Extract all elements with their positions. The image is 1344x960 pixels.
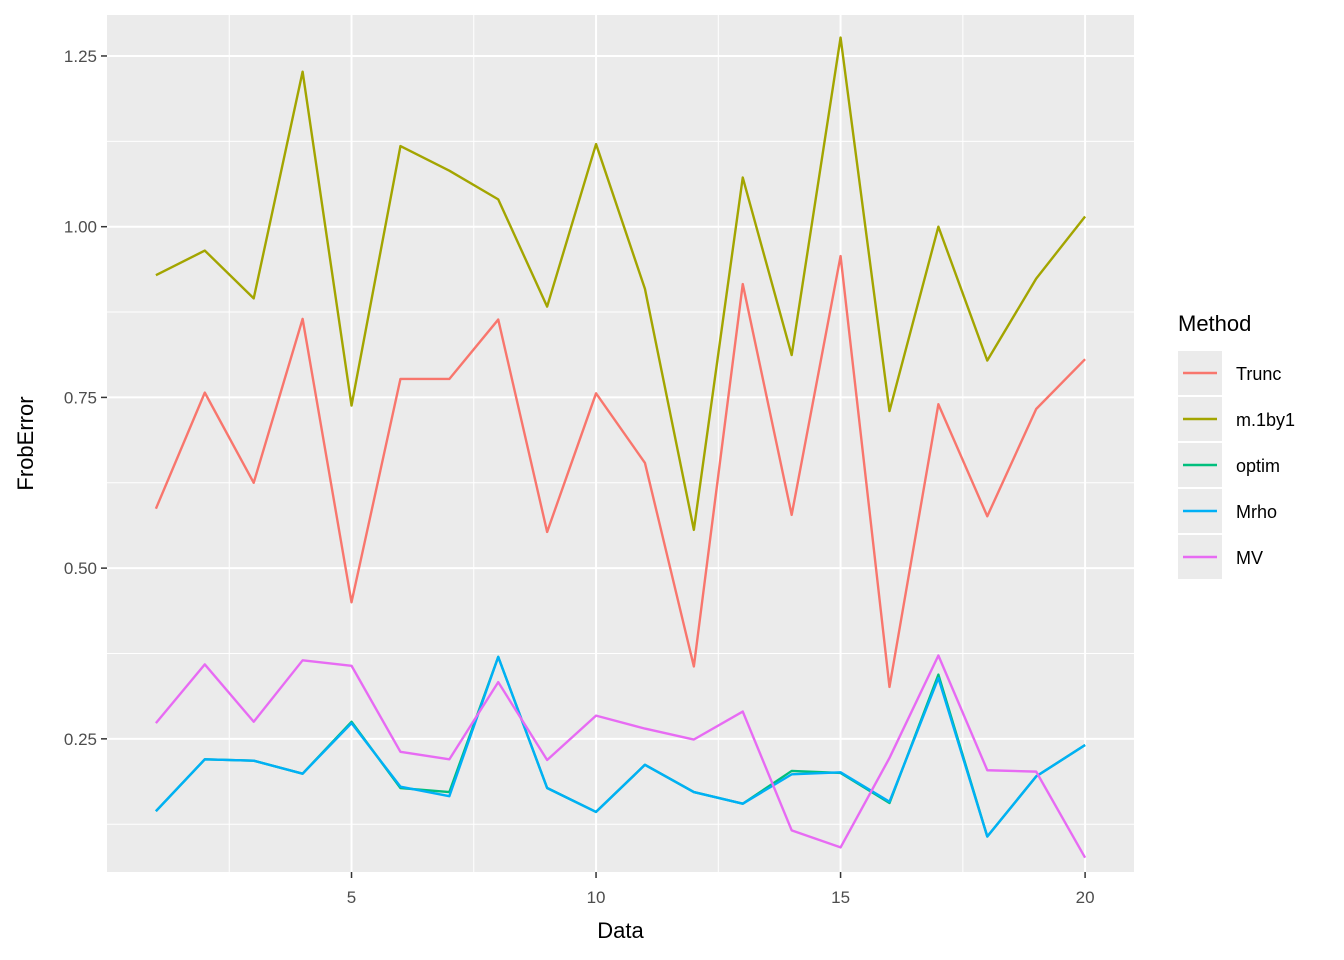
x-axis-title: Data	[597, 918, 644, 943]
legend-label-mv: MV	[1236, 548, 1263, 568]
legend-label-mrho: Mrho	[1236, 502, 1277, 522]
x-tick-label: 15	[831, 888, 850, 907]
legend: Method Trunc m.1by1 optim Mrho MV	[1178, 311, 1295, 579]
legend-label-m-1by1: m.1by1	[1236, 410, 1295, 430]
series-line-m-1by1	[155, 36, 1087, 532]
y-axis-title: FrobError	[13, 396, 38, 490]
y-tick-label: 1.25	[64, 47, 97, 66]
y-tick-label: 0.25	[64, 730, 97, 749]
x-tick-label: 20	[1076, 888, 1095, 907]
series-line-trunc	[154, 254, 1086, 689]
y-tick-label: 0.50	[64, 559, 97, 578]
y-tick-label: 1.00	[64, 218, 97, 237]
x-tick-label: 5	[347, 888, 356, 907]
y-tick-label: 0.75	[64, 388, 97, 407]
y-axis: 0.25 0.50 0.75 1.00 1.25	[64, 47, 107, 749]
series-line-mv	[154, 654, 1087, 859]
legend-label-trunc: Trunc	[1236, 364, 1281, 384]
legend-label-optim: optim	[1236, 456, 1280, 476]
series-lines	[154, 36, 1087, 859]
series-line-mrho	[155, 655, 1086, 838]
legend-title: Method	[1178, 311, 1251, 336]
panel-background	[107, 15, 1134, 872]
x-tick-label: 10	[587, 888, 606, 907]
x-axis: 5 10 15 20	[347, 872, 1095, 907]
minor-gridlines	[107, 15, 1134, 872]
